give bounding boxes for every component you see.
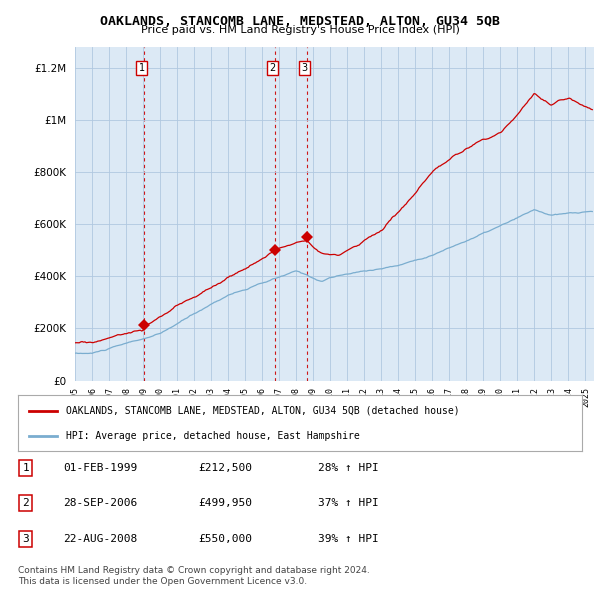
- Text: 39% ↑ HPI: 39% ↑ HPI: [318, 534, 379, 543]
- Text: 1: 1: [22, 463, 29, 473]
- Text: 01-FEB-1999: 01-FEB-1999: [63, 463, 137, 473]
- Text: 2: 2: [269, 63, 275, 73]
- Text: OAKLANDS, STANCOMB LANE, MEDSTEAD, ALTON, GU34 5QB: OAKLANDS, STANCOMB LANE, MEDSTEAD, ALTON…: [100, 15, 500, 28]
- Text: 3: 3: [302, 63, 308, 73]
- Text: This data is licensed under the Open Government Licence v3.0.: This data is licensed under the Open Gov…: [18, 577, 307, 586]
- Text: 22-AUG-2008: 22-AUG-2008: [63, 534, 137, 543]
- Text: OAKLANDS, STANCOMB LANE, MEDSTEAD, ALTON, GU34 5QB (detached house): OAKLANDS, STANCOMB LANE, MEDSTEAD, ALTON…: [66, 406, 460, 416]
- Text: 3: 3: [22, 534, 29, 543]
- Text: £499,950: £499,950: [198, 499, 252, 508]
- Text: £212,500: £212,500: [198, 463, 252, 473]
- Text: HPI: Average price, detached house, East Hampshire: HPI: Average price, detached house, East…: [66, 431, 359, 441]
- Text: Contains HM Land Registry data © Crown copyright and database right 2024.: Contains HM Land Registry data © Crown c…: [18, 566, 370, 575]
- Text: 2: 2: [22, 499, 29, 508]
- Text: 28% ↑ HPI: 28% ↑ HPI: [318, 463, 379, 473]
- Text: 1: 1: [139, 63, 145, 73]
- Text: £550,000: £550,000: [198, 534, 252, 543]
- Text: Price paid vs. HM Land Registry's House Price Index (HPI): Price paid vs. HM Land Registry's House …: [140, 25, 460, 35]
- Text: 28-SEP-2006: 28-SEP-2006: [63, 499, 137, 508]
- Text: 37% ↑ HPI: 37% ↑ HPI: [318, 499, 379, 508]
